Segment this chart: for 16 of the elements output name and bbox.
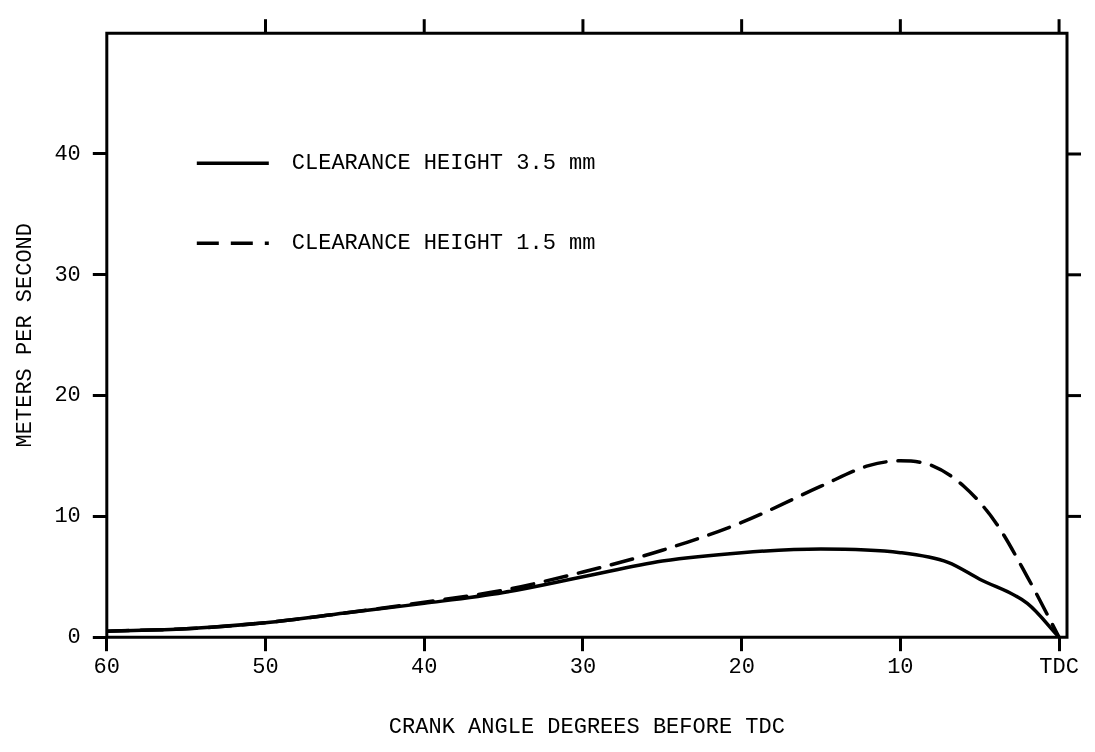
- x-tick-label: TDC: [1039, 655, 1079, 681]
- y-tick-label: 20: [54, 383, 81, 409]
- y-axis-title: METERS PER SECOND: [13, 222, 39, 448]
- legend-label: CLEARANCE HEIGHT 1.5 mm: [291, 231, 596, 257]
- x-tick-label: 50: [252, 655, 279, 681]
- y-tick-label: 40: [54, 141, 81, 167]
- x-tick-label: 60: [93, 655, 121, 681]
- y-tick-label: 30: [54, 262, 81, 288]
- y-tick-label: 10: [54, 504, 81, 530]
- x-tick-label: 40: [411, 655, 438, 681]
- legend-label: CLEARANCE HEIGHT 3.5 mm: [291, 151, 596, 177]
- y-tick-label: 0: [67, 625, 81, 651]
- x-axis-title: CRANK ANGLE DEGREES BEFORE TDC: [388, 714, 785, 740]
- x-tick-label: 10: [887, 655, 914, 681]
- x-tick-label: 20: [728, 655, 755, 681]
- x-tick-label: 30: [569, 655, 597, 681]
